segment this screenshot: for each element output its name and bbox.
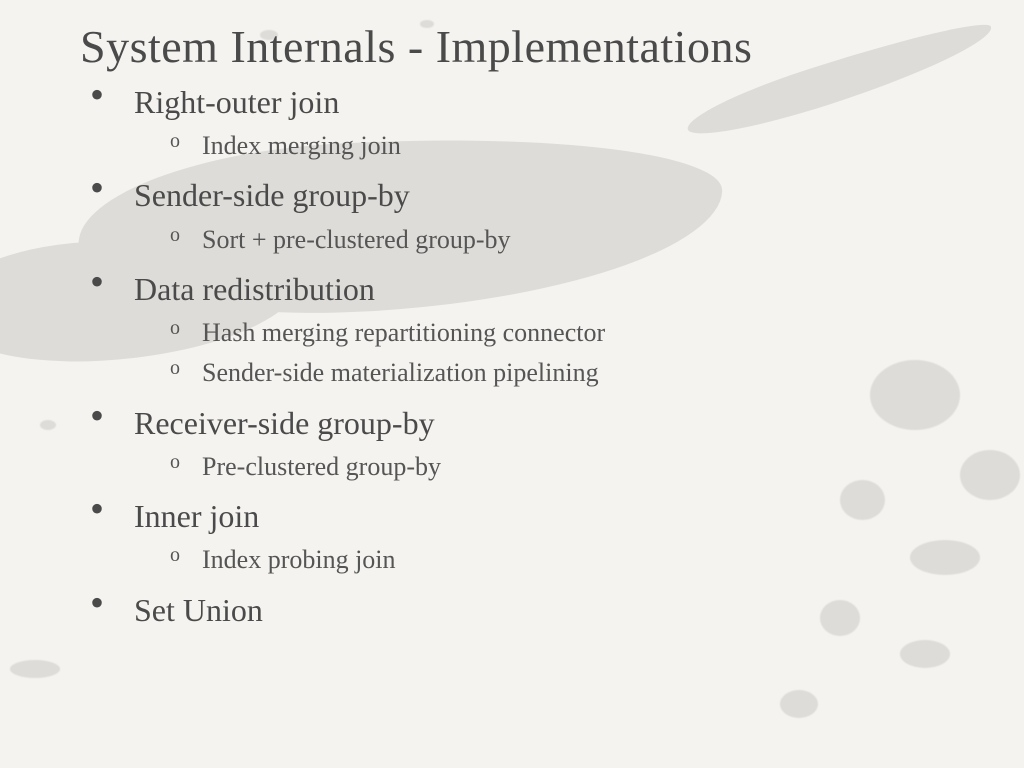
list-item-label: Receiver-side group-by bbox=[134, 405, 435, 441]
sub-list: Hash merging repartitioning connector Se… bbox=[134, 313, 984, 394]
list-item: Set Union bbox=[90, 589, 984, 632]
list-item: Right-outer join Index merging join bbox=[90, 81, 984, 166]
sub-list: Index merging join bbox=[134, 126, 984, 166]
list-item: Inner join Index probing join bbox=[90, 495, 984, 580]
list-item: Receiver-side group-by Pre-clustered gro… bbox=[90, 402, 984, 487]
list-item-label: Inner join bbox=[134, 498, 259, 534]
slide-title: System Internals - Implementations bbox=[80, 20, 984, 73]
slide-content: System Internals - Implementations Right… bbox=[0, 0, 1024, 632]
list-item-label: Data redistribution bbox=[134, 271, 375, 307]
sub-list: Sort + pre-clustered group-by bbox=[134, 220, 984, 260]
sub-list-item-label: Sort + pre-clustered group-by bbox=[202, 225, 511, 254]
list-item-label: Set Union bbox=[134, 592, 263, 628]
sub-list-item: Sender-side materialization pipelining bbox=[170, 353, 984, 393]
sub-list-item-label: Hash merging repartitioning connector bbox=[202, 318, 605, 347]
sub-list-item-label: Pre-clustered group-by bbox=[202, 452, 441, 481]
sub-list-item: Pre-clustered group-by bbox=[170, 447, 984, 487]
sub-list-item-label: Index probing join bbox=[202, 545, 396, 574]
bullet-list: Right-outer join Index merging join Send… bbox=[40, 81, 984, 632]
sub-list: Pre-clustered group-by bbox=[134, 447, 984, 487]
sub-list-item: Hash merging repartitioning connector bbox=[170, 313, 984, 353]
sub-list: Index probing join bbox=[134, 540, 984, 580]
sub-list-item: Sort + pre-clustered group-by bbox=[170, 220, 984, 260]
sub-list-item-label: Index merging join bbox=[202, 131, 401, 160]
sub-list-item: Index merging join bbox=[170, 126, 984, 166]
list-item-label: Sender-side group-by bbox=[134, 177, 410, 213]
sub-list-item-label: Sender-side materialization pipelining bbox=[202, 358, 599, 387]
list-item: Data redistribution Hash merging reparti… bbox=[90, 268, 984, 394]
sub-list-item: Index probing join bbox=[170, 540, 984, 580]
list-item-label: Right-outer join bbox=[134, 84, 339, 120]
list-item: Sender-side group-by Sort + pre-clustere… bbox=[90, 174, 984, 259]
